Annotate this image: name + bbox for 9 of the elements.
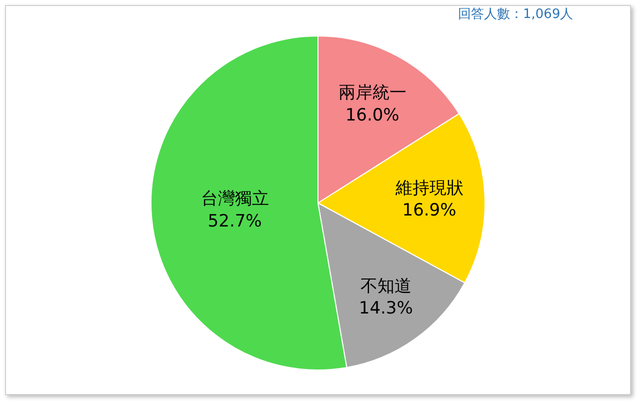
slice-label: 兩岸統一 [338,83,406,104]
slice-label: 台灣獨立 [200,189,269,210]
slice-label: 不知道 [360,276,412,297]
data-label: 52.7% [208,211,262,232]
data-label: 16.9% [402,200,456,220]
data-label: 16.0% [345,105,400,126]
data-label: 14.3% [358,298,413,319]
slice-label: 維持現狀 [394,178,464,198]
text: 回答人數：1,069人 [458,7,574,22]
